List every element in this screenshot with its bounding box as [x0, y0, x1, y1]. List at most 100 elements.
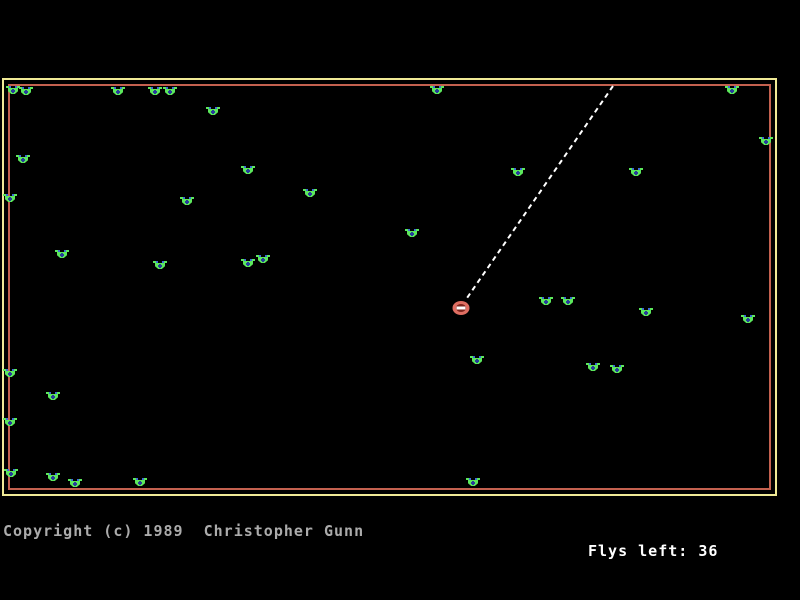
fly-left-wing — [466, 478, 471, 480]
fly-left-wing — [241, 166, 246, 168]
fly[interactable] — [256, 255, 270, 264]
fly-right-wing — [520, 168, 525, 170]
fly[interactable] — [741, 315, 755, 324]
fly[interactable] — [586, 363, 600, 372]
fly[interactable] — [3, 418, 17, 427]
fly[interactable] — [511, 168, 525, 177]
fly-left-wing — [539, 297, 544, 299]
fly-right-wing — [189, 197, 194, 199]
fly[interactable] — [46, 473, 60, 482]
fly[interactable] — [19, 87, 33, 96]
fly[interactable] — [4, 469, 18, 478]
fly-cross-horizontal — [246, 263, 250, 265]
fly-left-wing — [303, 189, 308, 191]
fly[interactable] — [111, 87, 125, 96]
fly-right-wing — [15, 86, 20, 88]
fly-left-wing — [639, 308, 644, 310]
fly-left-wing — [610, 365, 615, 367]
fly[interactable] — [206, 107, 220, 116]
fly-left-wing — [3, 369, 8, 371]
fly-cross-horizontal — [730, 90, 734, 92]
fly[interactable] — [759, 137, 773, 146]
fly-left-wing — [6, 86, 11, 88]
fly-cross-horizontal — [8, 373, 12, 375]
fly-right-wing — [250, 166, 255, 168]
fly-cross-horizontal — [138, 482, 142, 484]
fly[interactable] — [470, 356, 484, 365]
fly[interactable] — [133, 478, 147, 487]
fly[interactable] — [303, 189, 317, 198]
fly-right-wing — [312, 189, 317, 191]
fly[interactable] — [610, 365, 624, 374]
tongue-line — [466, 85, 614, 299]
fly-right-wing — [12, 194, 17, 196]
fly[interactable] — [163, 87, 177, 96]
fly[interactable] — [430, 86, 444, 95]
fly-cross-horizontal — [60, 254, 64, 256]
fly-cross-horizontal — [51, 477, 55, 479]
fly[interactable] — [3, 194, 17, 203]
fly-right-wing — [162, 261, 167, 263]
fly[interactable] — [561, 297, 575, 306]
fly[interactable] — [405, 229, 419, 238]
fly-right-wing — [768, 137, 773, 139]
fly-right-wing — [25, 155, 30, 157]
fly-left-wing — [430, 86, 435, 88]
fly-cross-horizontal — [9, 473, 13, 475]
fly-left-wing — [470, 356, 475, 358]
fly[interactable] — [241, 166, 255, 175]
flys-left-count: 36 — [698, 542, 719, 560]
fly-right-wing — [172, 87, 177, 89]
fly-right-wing — [157, 87, 162, 89]
fly-left-wing — [586, 363, 591, 365]
fly[interactable] — [725, 86, 739, 95]
fly-left-wing — [3, 194, 8, 196]
fly-right-wing — [12, 418, 17, 420]
fly[interactable] — [539, 297, 553, 306]
fly-right-wing — [28, 87, 33, 89]
fly-cross-horizontal — [73, 483, 77, 485]
fly[interactable] — [46, 392, 60, 401]
fly-right-wing — [64, 250, 69, 252]
fly-left-wing — [256, 255, 261, 257]
fly-right-wing — [648, 308, 653, 310]
fly[interactable] — [629, 168, 643, 177]
fly-cross-horizontal — [185, 201, 189, 203]
fly-left-wing — [46, 473, 51, 475]
fly-left-wing — [405, 229, 410, 231]
fly[interactable] — [3, 369, 17, 378]
fly-right-wing — [13, 469, 18, 471]
fly-right-wing — [414, 229, 419, 231]
fly-cross-horizontal — [211, 111, 215, 113]
fly[interactable] — [55, 250, 69, 259]
fly-right-wing — [77, 479, 82, 481]
fly-cross-horizontal — [764, 141, 768, 143]
fly[interactable] — [466, 478, 480, 487]
fly[interactable] — [6, 86, 20, 95]
fly-cross-horizontal — [516, 172, 520, 174]
fly-right-wing — [619, 365, 624, 367]
fly-right-wing — [750, 315, 755, 317]
status-bar: Copyright (c) 1989 Christopher Gunn Flys… — [0, 501, 800, 560]
fly[interactable] — [180, 197, 194, 206]
fly-right-wing — [570, 297, 575, 299]
fly-left-wing — [148, 87, 153, 89]
fly-cross-horizontal — [644, 312, 648, 314]
fly[interactable] — [153, 261, 167, 270]
fly-cross-horizontal — [21, 159, 25, 161]
fly[interactable] — [68, 479, 82, 488]
fly-cross-horizontal — [634, 172, 638, 174]
fly-left-wing — [759, 137, 764, 139]
fly[interactable] — [241, 259, 255, 268]
fly-right-wing — [250, 259, 255, 261]
fly[interactable] — [148, 87, 162, 96]
playfield-border-outer — [2, 78, 777, 496]
fly[interactable] — [16, 155, 30, 164]
fly-left-wing — [19, 87, 24, 89]
fly[interactable] — [639, 308, 653, 317]
fly-left-wing — [163, 87, 168, 89]
fly-left-wing — [4, 469, 9, 471]
fly-cross-horizontal — [158, 265, 162, 267]
